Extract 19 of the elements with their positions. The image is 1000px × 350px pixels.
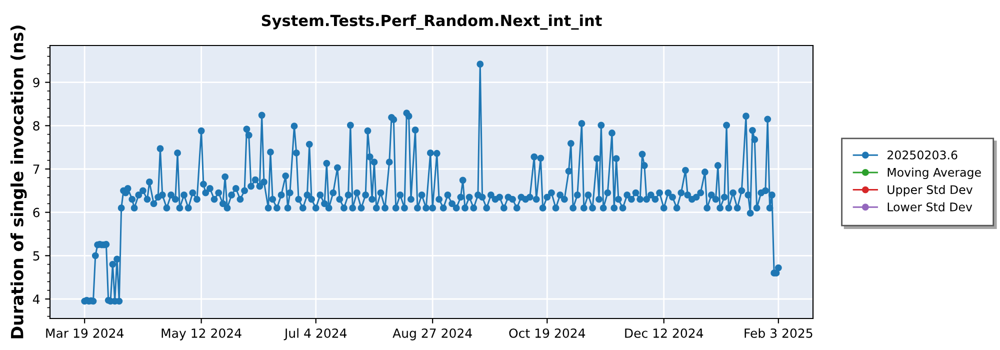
x-tick-label: Oct 19 2024	[509, 328, 586, 338]
legend-label: Moving Average	[888, 168, 981, 180]
y-tick-label: 5	[33, 251, 40, 261]
y-tick-label: 4	[32, 294, 40, 304]
x-tick-label: Aug 27 2024	[392, 328, 472, 340]
legend-label: Lower Std Dev	[888, 202, 972, 212]
chart-title: System.Tests.Perf_Random.Next_int_int	[262, 14, 602, 30]
legend-label: 20250203.6	[888, 150, 958, 160]
y-tick-label: 9	[33, 78, 40, 88]
y-tick-label: 8	[33, 121, 40, 131]
x-tick-label: Mar 19 2024	[46, 328, 124, 338]
x-tick-label: Jul 4 2024	[284, 328, 347, 340]
legend-label: Upper Std Dev	[888, 184, 973, 196]
y-axis-title: Duration of single invocation (ns)	[10, 26, 27, 338]
x-tick-label: Feb 3 2025	[744, 328, 812, 338]
y-tick-label: 6	[33, 208, 40, 218]
x-tick-label: Dec 12 2024	[625, 328, 704, 338]
y-tick-label: 7	[33, 164, 40, 174]
x-tick-label: May 12 2024	[162, 328, 242, 340]
